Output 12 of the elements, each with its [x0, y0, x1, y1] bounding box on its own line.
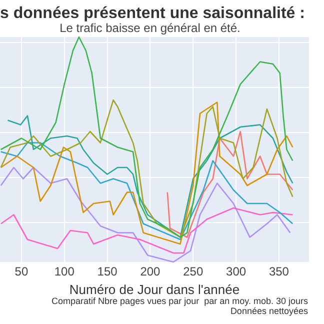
text: Comparatif Nbre pages vues par jour par an moy. mob. 30 jours [52, 296, 308, 306]
x-tick-label: 250 [183, 264, 204, 279]
chart-subtitle: Le trafic baisse en général en été. [60, 21, 240, 35]
x-axis-title: Numéro de Jour dans l'année [69, 282, 240, 297]
x-tick-label: 150 [97, 264, 118, 279]
x-tick-label: 350 [268, 264, 290, 279]
x-tick-label: 100 [54, 264, 75, 279]
chart-title: s données présentent une saisonnalité : [0, 5, 305, 22]
x-tick-label: 300 [226, 264, 246, 279]
x-tick-label: 50 [14, 264, 28, 279]
x-tick-label: 200 [140, 264, 161, 279]
text: Données nettoyées [230, 306, 308, 316]
